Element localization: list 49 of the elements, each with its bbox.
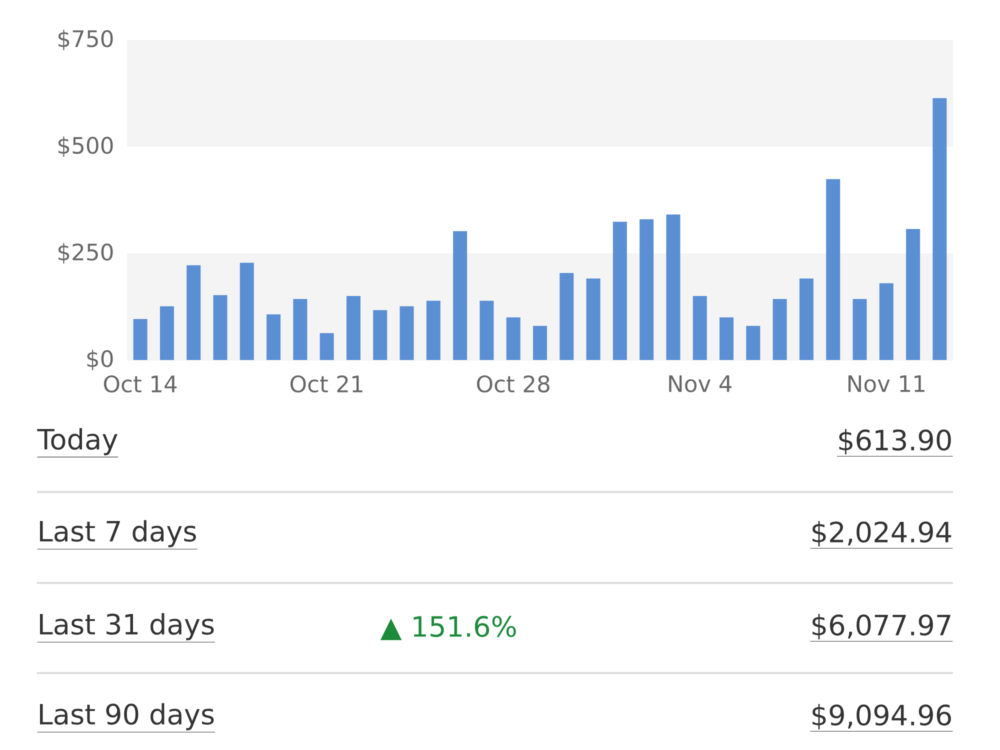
bar: [186, 265, 201, 360]
text: Today: [37, 428, 118, 456]
text: $2,024.94: [812, 520, 952, 546]
bar: [720, 317, 734, 360]
bar: [852, 298, 867, 360]
x-tick-label: Oct 14: [104, 375, 177, 393]
bar: [346, 296, 360, 360]
x-tick-label: Oct 28: [477, 375, 550, 393]
y-tick-label: $500: [58, 136, 113, 157]
bar: [746, 326, 760, 360]
bar: [373, 310, 388, 360]
bar: [400, 306, 414, 360]
bar: [453, 231, 468, 360]
text: $9,094.96: [812, 704, 951, 730]
text: Last 90 days: [40, 703, 214, 730]
bar: [213, 295, 228, 360]
bar: [772, 298, 787, 360]
x-tick-label: Nov 11: [848, 375, 924, 392]
bar: [266, 314, 281, 360]
x-tick-label: Oct 21: [290, 375, 362, 393]
bar: [506, 317, 520, 360]
bar: [826, 179, 840, 360]
bar: [932, 98, 947, 360]
bar: [692, 296, 707, 360]
text: $613.90: [839, 428, 951, 454]
text: ▲ 151.6%: [380, 616, 516, 640]
text: Last 7 days: [40, 520, 196, 548]
x-tick-label: Nov 4: [669, 375, 732, 392]
bar: [640, 219, 654, 360]
bar: [160, 306, 174, 360]
bar: [293, 298, 308, 360]
bar: [533, 326, 548, 360]
bar: [480, 300, 494, 360]
bar: [240, 262, 254, 360]
bar: [879, 283, 894, 360]
bar: [612, 222, 627, 360]
bar: [560, 272, 574, 360]
text: $6,077.97: [812, 614, 950, 640]
text: Last 31 days: [40, 613, 214, 640]
bar: [799, 278, 814, 360]
bar: [133, 319, 148, 360]
bar: [320, 333, 334, 360]
bar: [906, 229, 920, 360]
bar: [586, 278, 600, 360]
y-tick-label: $0: [87, 350, 113, 370]
y-tick-label: $750: [58, 30, 113, 50]
bar: [666, 214, 680, 360]
y-tick-label: $250: [58, 243, 113, 264]
bar: [426, 300, 440, 360]
